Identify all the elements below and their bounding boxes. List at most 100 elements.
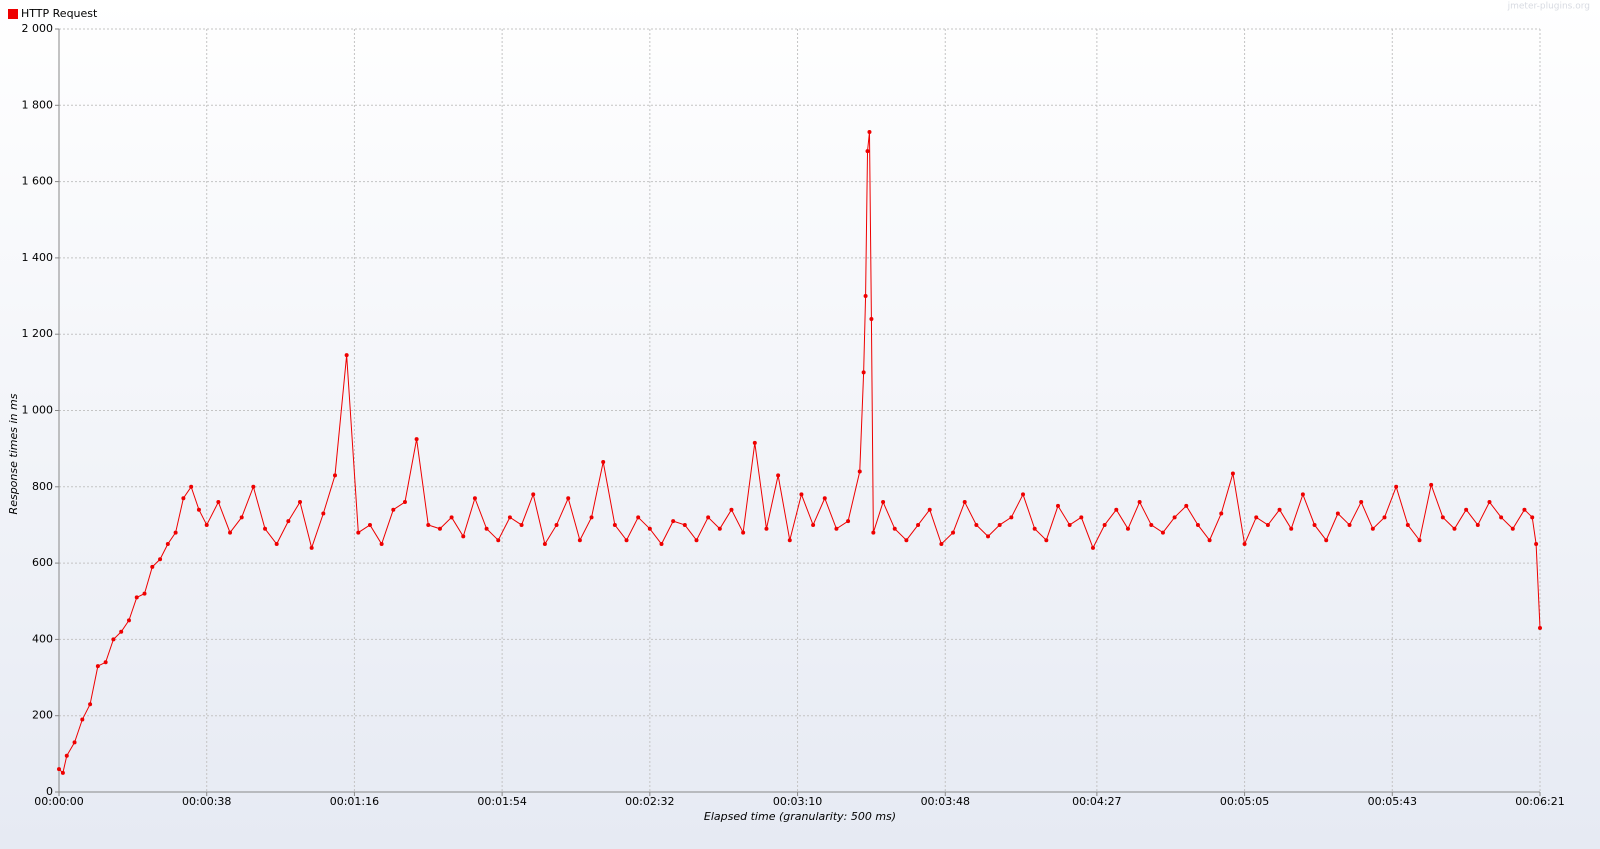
point xyxy=(496,538,501,543)
legend-label: HTTP Request xyxy=(21,7,98,20)
y-tick-label: 1 000 xyxy=(22,404,54,417)
y-tick-label: 1 400 xyxy=(22,251,54,264)
point xyxy=(1499,515,1504,520)
point xyxy=(134,595,139,600)
point xyxy=(119,629,124,634)
point xyxy=(671,519,676,524)
point xyxy=(1067,522,1072,527)
line xyxy=(58,131,1541,774)
point xyxy=(799,492,804,497)
point xyxy=(507,515,512,520)
point xyxy=(986,534,991,539)
point xyxy=(461,534,466,539)
point xyxy=(1021,492,1026,497)
point xyxy=(1324,538,1329,543)
y-tick-label: 600 xyxy=(32,556,53,569)
point xyxy=(173,530,178,535)
point xyxy=(1394,484,1399,489)
point xyxy=(916,522,921,527)
point xyxy=(717,526,722,531)
point xyxy=(1538,625,1542,630)
x-tick-label: 00:02:32 xyxy=(625,795,674,808)
point xyxy=(95,664,100,669)
x-tick-label: 00:03:10 xyxy=(773,795,822,808)
y-tick-label: 400 xyxy=(32,632,53,645)
point xyxy=(142,591,147,596)
point xyxy=(1090,545,1095,550)
point xyxy=(1335,511,1340,516)
point xyxy=(997,522,1002,527)
point xyxy=(904,538,909,543)
point xyxy=(811,522,816,527)
point xyxy=(1230,471,1235,476)
x-tick-label: 00:00:00 xyxy=(34,795,83,808)
point xyxy=(472,496,477,501)
x-tick-label: 00:05:43 xyxy=(1368,795,1417,808)
legend: HTTP Request xyxy=(8,7,98,20)
point xyxy=(542,542,547,547)
point xyxy=(189,484,194,489)
point xyxy=(1032,526,1037,531)
point xyxy=(228,530,233,535)
point xyxy=(321,511,326,516)
point xyxy=(437,526,442,531)
point xyxy=(1370,526,1375,531)
point xyxy=(1102,522,1107,527)
x-tick-label: 00:05:05 xyxy=(1220,795,1269,808)
y-tick-label: 200 xyxy=(32,709,53,722)
point xyxy=(1254,515,1259,520)
point xyxy=(1475,522,1480,527)
point xyxy=(367,522,372,527)
point xyxy=(601,460,606,465)
point xyxy=(846,519,851,524)
point xyxy=(1195,522,1200,527)
point xyxy=(624,538,629,543)
legend-swatch xyxy=(8,9,18,19)
point xyxy=(1125,526,1130,531)
point xyxy=(426,522,431,527)
point xyxy=(857,469,862,474)
point xyxy=(1009,515,1014,520)
point xyxy=(251,484,256,489)
point xyxy=(1277,507,1282,512)
point xyxy=(309,545,314,550)
watermark: jmeter-plugins.org xyxy=(1507,2,1590,12)
point xyxy=(1452,526,1457,531)
y-tick-label: 1 200 xyxy=(22,327,54,340)
point xyxy=(822,496,827,501)
point xyxy=(682,522,687,527)
point xyxy=(1405,522,1410,527)
point xyxy=(1487,500,1492,505)
point xyxy=(729,507,734,512)
point xyxy=(962,500,967,505)
point xyxy=(1079,515,1084,520)
point xyxy=(1172,515,1177,520)
point xyxy=(764,526,769,531)
y-tick-label: 1 800 xyxy=(22,98,54,111)
point xyxy=(892,526,897,531)
point xyxy=(554,522,559,527)
point xyxy=(126,618,131,623)
point xyxy=(951,530,956,535)
point xyxy=(1300,492,1305,497)
point xyxy=(196,507,201,512)
x-tick-label: 00:01:16 xyxy=(330,795,379,808)
point xyxy=(356,530,361,535)
point xyxy=(1149,522,1154,527)
point xyxy=(88,702,93,707)
point xyxy=(865,149,870,154)
point xyxy=(1312,522,1317,527)
point xyxy=(1160,530,1165,535)
point xyxy=(1429,482,1434,487)
point xyxy=(263,526,268,531)
y-tick-label: 800 xyxy=(32,480,53,493)
point xyxy=(519,522,524,527)
point xyxy=(332,473,337,478)
point xyxy=(103,660,108,665)
point xyxy=(57,767,61,772)
point xyxy=(402,500,407,505)
point xyxy=(1417,538,1422,543)
x-tick-label: 00:01:54 xyxy=(477,795,526,808)
